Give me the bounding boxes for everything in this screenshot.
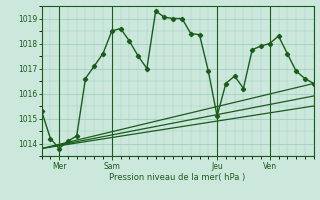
- X-axis label: Pression niveau de la mer( hPa ): Pression niveau de la mer( hPa ): [109, 173, 246, 182]
